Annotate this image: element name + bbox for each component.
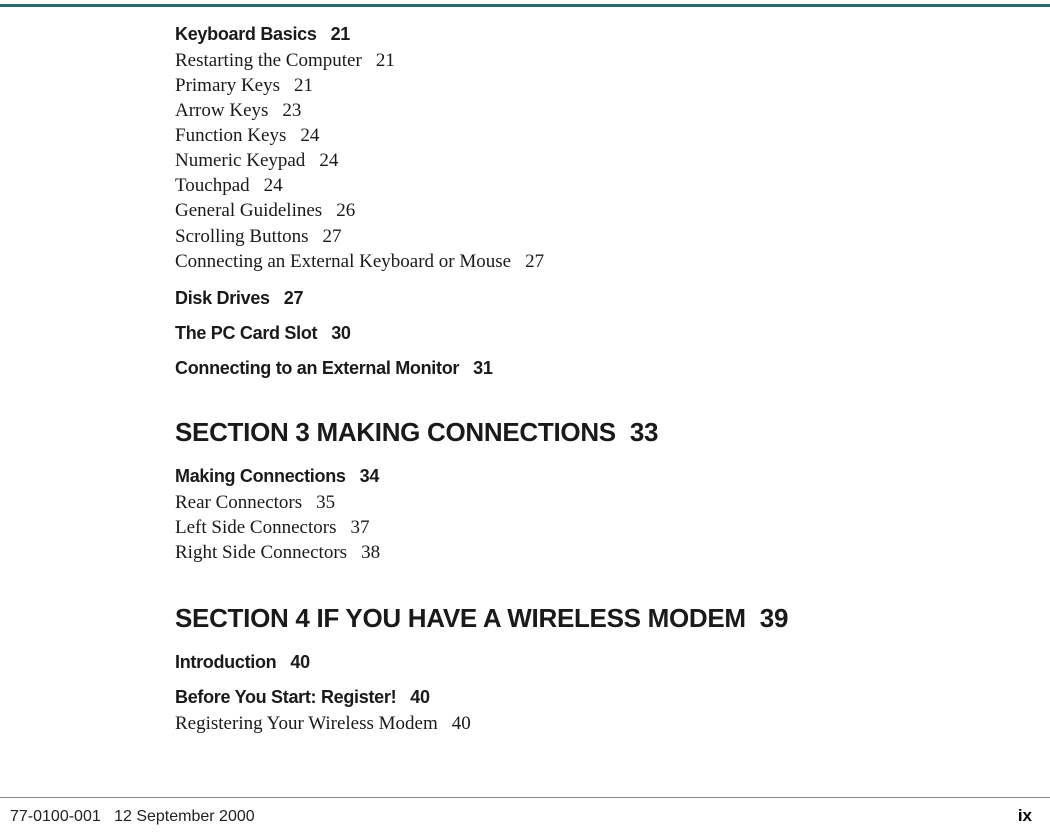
toc-page: 27 — [525, 251, 544, 272]
toc-entry[interactable]: Scrolling Buttons 27 — [175, 224, 990, 249]
toc-label: Primary Keys — [175, 75, 280, 96]
toc-label: Introduction — [175, 652, 276, 672]
toc-topic: Introduction 40 — [175, 652, 990, 673]
toc-label: Restarting the Computer — [175, 50, 362, 71]
toc-page: 24 — [300, 125, 319, 146]
top-rule — [0, 4, 1050, 7]
toc-topic-head[interactable]: Connecting to an External Monitor 31 — [175, 358, 990, 379]
toc-entry[interactable]: Arrow Keys 23 — [175, 98, 990, 123]
toc-entry[interactable]: General Guidelines 26 — [175, 198, 990, 223]
toc-entry[interactable]: Left Side Connectors 37 — [175, 515, 990, 540]
toc-entry[interactable]: Function Keys 24 — [175, 123, 990, 148]
footer-rule — [0, 797, 1050, 798]
toc-label: Arrow Keys — [175, 100, 268, 121]
toc-page: 40 — [410, 687, 429, 707]
toc-topic: Connecting to an External Monitor 31 — [175, 358, 990, 379]
toc-entry[interactable]: Primary Keys 21 — [175, 73, 990, 98]
toc-page: 27 — [323, 226, 342, 247]
toc-entry[interactable]: Right Side Connectors 38 — [175, 540, 990, 565]
toc-topic: Disk Drives 27 — [175, 288, 990, 309]
toc-entry[interactable]: Touchpad 24 — [175, 173, 990, 198]
toc-topic: Making Connections 34 Rear Connectors 35 L… — [175, 466, 990, 565]
toc-topic-head[interactable]: Keyboard Basics 21 — [175, 24, 990, 45]
toc-label: Left Side Connectors — [175, 517, 336, 538]
page-footer: 77-0100-001 12 September 2000 ix — [10, 806, 1032, 826]
doc-number: 77-0100-001 — [10, 808, 101, 825]
toc-label: General Guidelines — [175, 200, 322, 221]
toc-topic: The PC Card Slot 30 — [175, 323, 990, 344]
toc-label: Keyboard Basics — [175, 24, 317, 44]
toc-page: 21 — [376, 50, 395, 71]
footer-left: 77-0100-001 12 September 2000 — [10, 808, 255, 826]
toc-topic-head[interactable]: Introduction 40 — [175, 652, 990, 673]
toc-page: 30 — [331, 323, 350, 343]
toc-page: 24 — [264, 175, 283, 196]
toc-page: 26 — [336, 200, 355, 221]
section-title[interactable]: SECTION 4 IF YOU HAVE A WIRELESS MODEM 39 — [175, 603, 990, 634]
toc-topic: Keyboard Basics 21 Restarting the Compute… — [175, 24, 990, 274]
section-page: 39 — [760, 603, 788, 633]
toc-label: Connecting an External Keyboard or Mouse — [175, 251, 511, 272]
toc-label: Function Keys — [175, 125, 286, 146]
section-title[interactable]: SECTION 3 MAKING CONNECTIONS 33 — [175, 417, 990, 448]
toc-page: 27 — [284, 288, 303, 308]
toc-topic: Before You Start: Register! 40 Registerin… — [175, 687, 990, 736]
section-page: 33 — [630, 417, 658, 447]
toc-label: Disk Drives — [175, 288, 270, 308]
toc-label: Numeric Keypad — [175, 150, 305, 171]
toc-content: Keyboard Basics 21 Restarting the Compute… — [175, 24, 990, 750]
toc-page: 40 — [290, 652, 309, 672]
toc-label: Connecting to an External Monitor — [175, 358, 459, 378]
footer-page-number: ix — [1018, 806, 1032, 826]
toc-topic-head[interactable]: Making Connections 34 — [175, 466, 990, 487]
toc-page: 40 — [452, 713, 471, 734]
toc-page: 21 — [331, 24, 350, 44]
toc-topic-head[interactable]: The PC Card Slot 30 — [175, 323, 990, 344]
section-label: SECTION 3 MAKING CONNECTIONS — [175, 417, 616, 447]
toc-page: 35 — [316, 492, 335, 513]
toc-topic-head[interactable]: Before You Start: Register! 40 — [175, 687, 990, 708]
section-label: SECTION 4 IF YOU HAVE A WIRELESS MODEM — [175, 603, 746, 633]
toc-label: Making Connections — [175, 466, 346, 486]
toc-page: 24 — [319, 150, 338, 171]
toc-page: 38 — [361, 542, 380, 563]
toc-entry[interactable]: Numeric Keypad 24 — [175, 148, 990, 173]
toc-label: Right Side Connectors — [175, 542, 347, 563]
toc-page: 21 — [294, 75, 313, 96]
toc-entry[interactable]: Connecting an External Keyboard or Mouse… — [175, 249, 990, 274]
toc-label: Before You Start: Register! — [175, 687, 396, 707]
toc-entry[interactable]: Rear Connectors 35 — [175, 490, 990, 515]
toc-page: 23 — [282, 100, 301, 121]
toc-label: Rear Connectors — [175, 492, 302, 513]
doc-date: 12 September 2000 — [114, 808, 255, 825]
toc-entry[interactable]: Registering Your Wireless Modem 40 — [175, 711, 990, 736]
toc-label: Scrolling Buttons — [175, 226, 309, 247]
toc-label: Touchpad — [175, 175, 250, 196]
toc-page: 34 — [360, 466, 379, 486]
toc-topic-head[interactable]: Disk Drives 27 — [175, 288, 990, 309]
toc-label: Registering Your Wireless Modem — [175, 713, 438, 734]
toc-entry[interactable]: Restarting the Computer 21 — [175, 48, 990, 73]
toc-label: The PC Card Slot — [175, 323, 317, 343]
toc-page: 37 — [350, 517, 369, 538]
toc-page: 31 — [473, 358, 492, 378]
